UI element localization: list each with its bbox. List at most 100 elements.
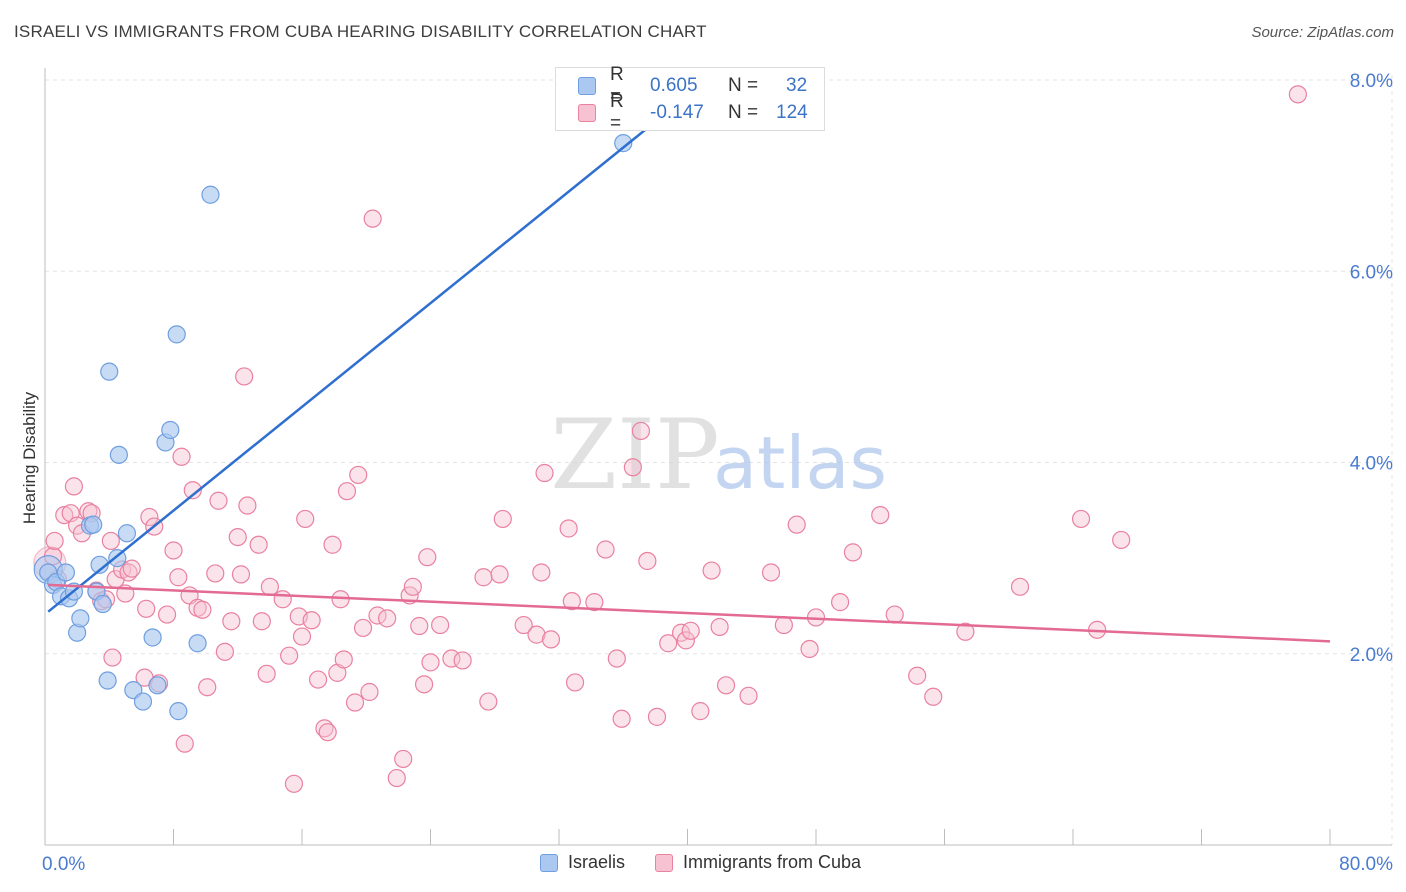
n-value-israelis: 32 [786,75,808,96]
cuba-point [493,509,512,529]
cuba-point [631,421,651,441]
israeli-point [143,628,162,647]
cuba-point [830,593,850,612]
israeli-point [109,445,128,464]
cuba-point [353,618,373,638]
cuba-point [1112,530,1131,550]
cuba-point [292,627,312,646]
israeli-point [169,702,188,721]
israeli-point [201,185,220,204]
tick-labels: 2.0% 4.0% 6.0% 8.0% 0.0% 80.0% [42,71,1393,875]
cuba-point [453,651,472,670]
y-axis-label: Hearing Disability [20,391,39,525]
cuba-point [215,642,234,661]
cuba-point [565,673,585,692]
cuba-point [169,568,188,587]
cuba-point [252,612,271,631]
cuba-point [164,541,183,560]
cuba-point [231,565,251,584]
cuba-point [479,692,498,711]
israeli-point [133,692,153,711]
cuba-point [249,535,268,554]
cuba-point [193,600,212,619]
cuba-point [474,568,493,587]
cuba-point [623,458,642,477]
cuba-point [222,612,241,631]
israeli-point [84,515,103,534]
cuba-point [209,491,228,510]
israelis-swatch [578,77,596,95]
cuba-point [585,593,604,612]
cuba-point [535,463,554,483]
israeli-point [167,325,186,344]
cuba-point [175,734,194,753]
gridlines [45,75,1393,845]
cuba-point [334,650,353,669]
cuba-point [596,540,615,559]
cuba-point [871,505,890,525]
cuba-point [421,653,440,672]
trendlines [47,107,1331,643]
cuba-point [1010,577,1030,596]
cuba-point [490,565,509,584]
cuba-point [363,209,382,228]
cuba-point [55,505,74,525]
y-tick-label: 6.0% [1350,262,1393,283]
cuba-point [442,649,461,668]
legend-row-israelis: R = 0.605 N = 32 [578,64,808,107]
cuba-point [349,465,368,485]
legend-item-cuba[interactable]: Immigrants from Cuba [655,852,861,873]
israeli-point [614,134,633,153]
cuba-point [908,666,927,685]
cuba-swatch [655,853,674,872]
cuba-point [280,646,299,665]
cuba-point [956,622,975,641]
watermark: ZIP atlas [550,399,887,511]
cuba-point [101,531,120,551]
cuba-point [774,615,793,635]
israeli-point [56,563,75,582]
cuba-point [323,535,342,554]
cuba-point [235,367,254,386]
israeli-point [98,671,117,690]
legend-label-israelis: Israelis [568,852,626,872]
cuba-point [387,768,406,788]
cuba-point [157,605,177,624]
cuba-point [403,577,422,596]
cuba-point [206,564,225,583]
r-value-cuba: -0.147 [650,102,704,123]
cuba-point [676,631,695,650]
x-tick-label: 80.0% [1339,854,1393,875]
y-tick-label: 8.0% [1350,71,1393,92]
cuba-point [360,682,379,702]
cuba-point [238,496,257,515]
cuba-point [885,605,904,624]
legend-row-cuba: R = -0.147 N = 124 [578,91,808,134]
series-legend: Israelis Immigrants from Cuba [540,852,891,873]
cuba-point [345,693,365,712]
cuba-point [659,634,678,653]
legend-label-cuba: Immigrants from Cuba [683,852,862,872]
cuba-point [140,507,159,527]
cuba-point [172,447,191,466]
israelis-trendline [47,107,673,613]
israelis-swatch [540,853,558,872]
cuba-point [514,615,533,635]
cuba-point [1071,509,1091,529]
israeli-point [148,676,167,695]
watermark-atlas: atlas [713,421,887,505]
source-label: Source: ZipAtlas.com [1251,24,1394,41]
cuba-point [607,649,626,668]
cuba-point [198,678,217,697]
cuba-swatch [578,104,596,122]
cuba-point [414,675,434,694]
legend-item-israelis[interactable]: Israelis [540,852,625,873]
cuba-point [137,599,156,618]
cuba-point [800,639,819,659]
cuba-point [394,749,413,769]
cuba-point [559,519,578,538]
israeli-point [117,524,137,543]
israeli-point [71,609,90,628]
israeli-point [93,594,112,614]
